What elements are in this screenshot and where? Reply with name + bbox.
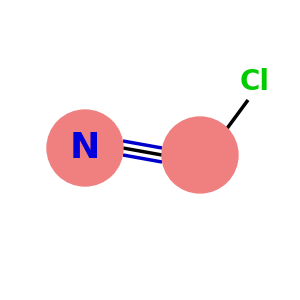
Circle shape (47, 110, 123, 186)
Circle shape (162, 117, 238, 193)
Text: Cl: Cl (240, 68, 270, 96)
Text: N: N (70, 131, 100, 165)
